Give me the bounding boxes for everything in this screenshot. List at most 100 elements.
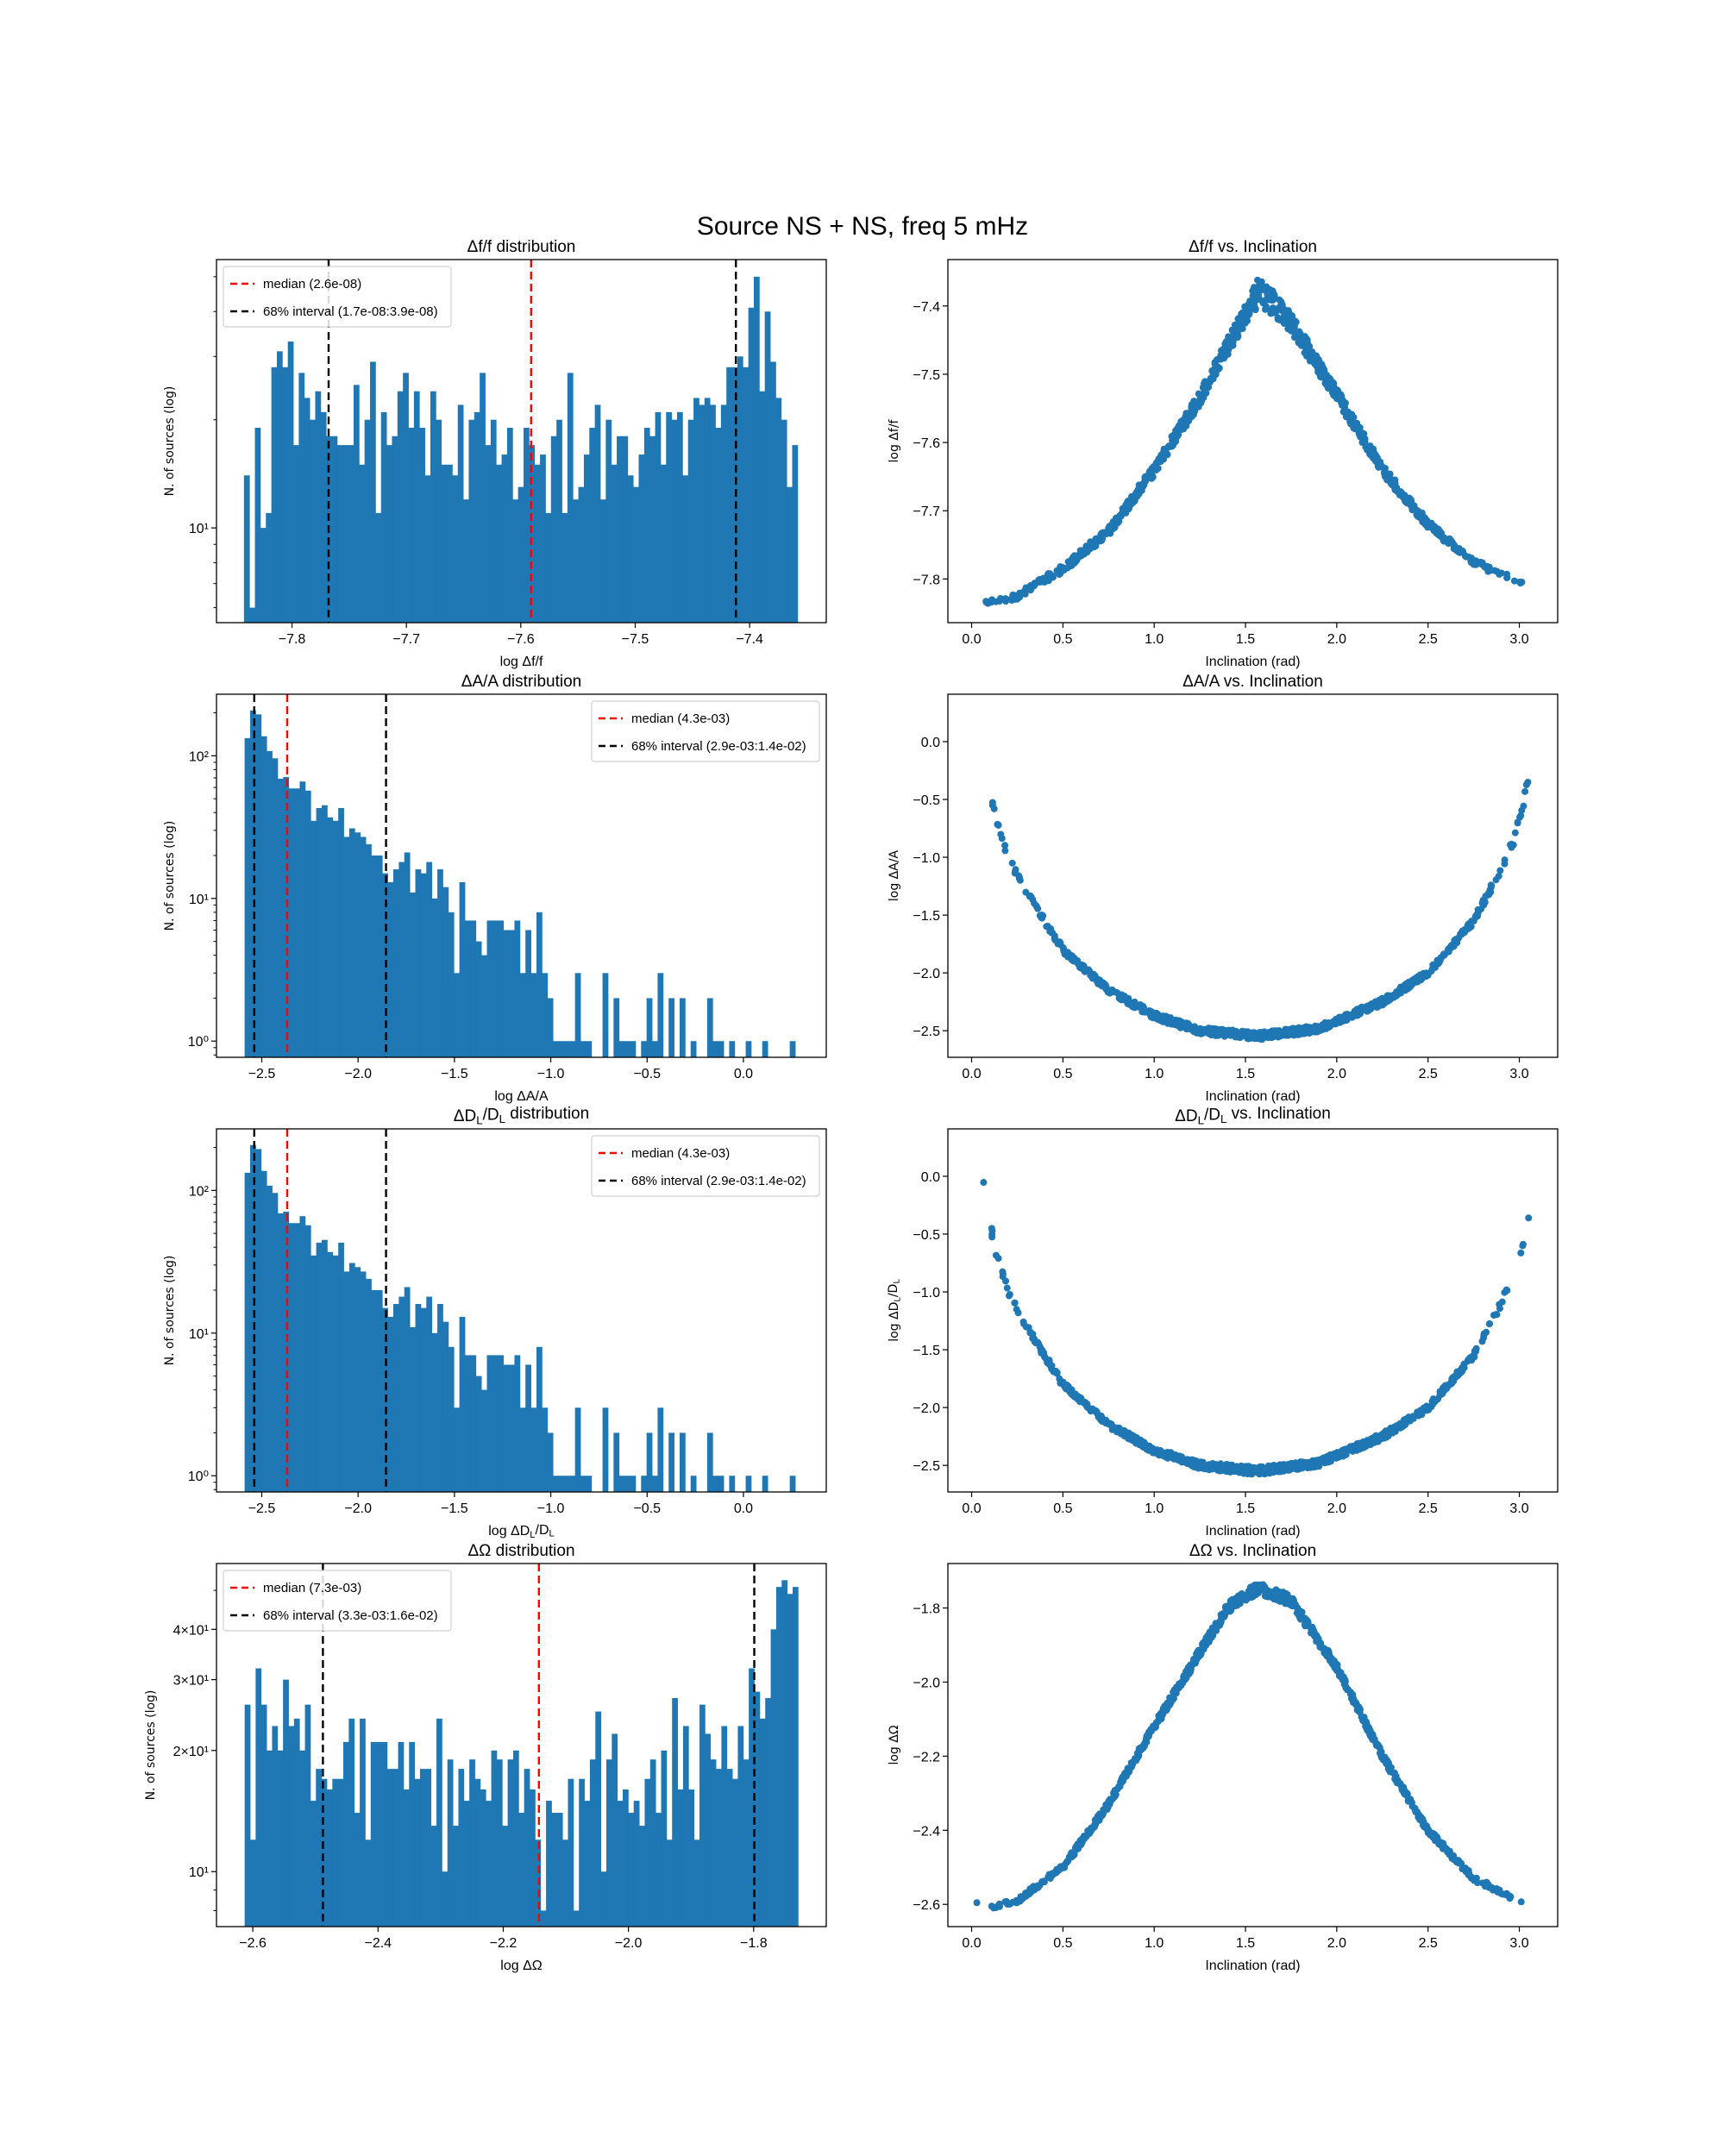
scatter-point (1049, 929, 1057, 937)
y-tick-label: 10⁰ (188, 1470, 209, 1484)
histogram-panel-2: −2.5 −2.0 −1.5 −1.0 −0.5 0.0 10⁰ 10¹ 10² ΔA/A dis… (163, 673, 827, 1104)
x-tick-label: −2.5 (248, 1067, 276, 1081)
scatter-point (1465, 920, 1473, 928)
scatter-point (1056, 1375, 1063, 1382)
histogram-bar (376, 855, 383, 1057)
scatter-point (1250, 1032, 1258, 1040)
plot-area (982, 276, 1526, 607)
histogram-bar (359, 464, 366, 623)
x-tick-label: −2.5 (248, 1501, 276, 1516)
scatter-point (1401, 1789, 1408, 1797)
scatter-point (1351, 1011, 1358, 1018)
histogram-bar (745, 1041, 752, 1057)
subplot-title: ΔΩ distribution (467, 1542, 574, 1560)
histogram-bar (563, 1041, 570, 1057)
histogram-bar (403, 373, 409, 623)
scatter-point (1447, 1380, 1455, 1388)
scatter-point (1259, 1470, 1267, 1477)
scatter-point (1198, 397, 1206, 404)
histogram-bar (267, 1185, 273, 1492)
histogram-bar (304, 790, 311, 1057)
histogram-bar (316, 1242, 323, 1492)
histogram-bar (657, 1407, 664, 1492)
histogram-bar (705, 1733, 712, 1927)
x-tick-label: 2.0 (1327, 1936, 1346, 1951)
histogram-bar (310, 419, 316, 623)
plot-area (980, 1179, 1533, 1478)
x-tick-label: −0.5 (633, 1501, 661, 1516)
scatter-point (1143, 1732, 1151, 1739)
histogram-bar (530, 1789, 536, 1927)
histogram-bar (370, 1741, 377, 1927)
histogram-bar (320, 411, 327, 623)
histogram-bar (762, 1041, 768, 1057)
histogram-bar (618, 1041, 625, 1057)
histogram-bar (753, 276, 760, 623)
x-tick-label: −1.5 (441, 1501, 468, 1516)
scatter-point (1235, 325, 1243, 333)
histogram-bar (304, 398, 310, 623)
y-tick-label: 0.0 (921, 736, 940, 750)
histogram-bar (370, 361, 376, 623)
histogram-bar (573, 1910, 580, 1927)
scatter-point (1038, 912, 1046, 919)
scatter-point (1014, 1309, 1022, 1317)
histogram-bar (688, 1789, 695, 1927)
histogram-bar (419, 1769, 426, 1927)
scatter-point (1250, 1583, 1258, 1591)
subplot-title: ΔA/A distribution (461, 673, 581, 691)
scatter-point (1115, 1783, 1123, 1791)
x-tick-label: 1.0 (1145, 1067, 1164, 1081)
y-tick-label: −1.5 (913, 909, 940, 924)
histogram-bar (474, 411, 480, 623)
scatter-point (988, 799, 996, 806)
y-tick-label: −7.5 (913, 368, 940, 383)
histogram-bar (398, 862, 405, 1057)
scatter-point (1338, 1674, 1346, 1682)
scatter-point (1350, 413, 1358, 421)
scatter-point (1019, 1318, 1027, 1326)
scatter-point (1376, 1744, 1383, 1752)
histogram-bar (729, 1041, 736, 1057)
histogram-bar (426, 862, 433, 1057)
scatter-point (1213, 1030, 1220, 1037)
scatter-point (1118, 1427, 1126, 1435)
scatter-point (1160, 1452, 1168, 1460)
histogram-bar (518, 486, 524, 623)
histogram-bar (743, 1759, 750, 1927)
histogram-bar (454, 973, 460, 1057)
scatter-point (1094, 535, 1101, 542)
scatter-point (1034, 1882, 1042, 1890)
scatter-point (1224, 350, 1232, 358)
histogram-bar (321, 805, 328, 1057)
scatter-point (1351, 1697, 1358, 1705)
x-tick-label: 0.5 (1053, 1936, 1072, 1951)
histogram-bar (272, 1726, 279, 1927)
histogram-bar (366, 843, 372, 1057)
histogram-bar (617, 436, 623, 623)
histogram-bar (260, 528, 267, 623)
histogram-bar (618, 1476, 625, 1492)
histogram-bar (693, 398, 699, 623)
scatter-point (1372, 1739, 1380, 1747)
histogram-bar (578, 486, 585, 623)
scatter-point (1175, 1017, 1182, 1025)
y-axis-label: log ΔDL​/DL​ (887, 1279, 903, 1342)
scatter-point (1362, 1718, 1370, 1726)
scatter-point (1429, 1833, 1437, 1841)
scatter-point (1251, 298, 1258, 306)
histogram-bar (781, 419, 787, 623)
histogram-bar (519, 973, 526, 1057)
scatter-point (992, 1251, 1000, 1259)
histogram-bar (542, 973, 549, 1057)
histogram-bar (244, 1172, 251, 1492)
scatter-point (1029, 1884, 1037, 1892)
scatter-point (1135, 1745, 1143, 1752)
histogram-bar (371, 1289, 378, 1492)
histogram-bar (277, 1750, 284, 1927)
scatter-point (1391, 480, 1399, 488)
histogram-bar (272, 758, 279, 1057)
scatter-point (1377, 1431, 1385, 1438)
histogram-bar (348, 445, 354, 623)
scatter-point (1332, 392, 1339, 399)
